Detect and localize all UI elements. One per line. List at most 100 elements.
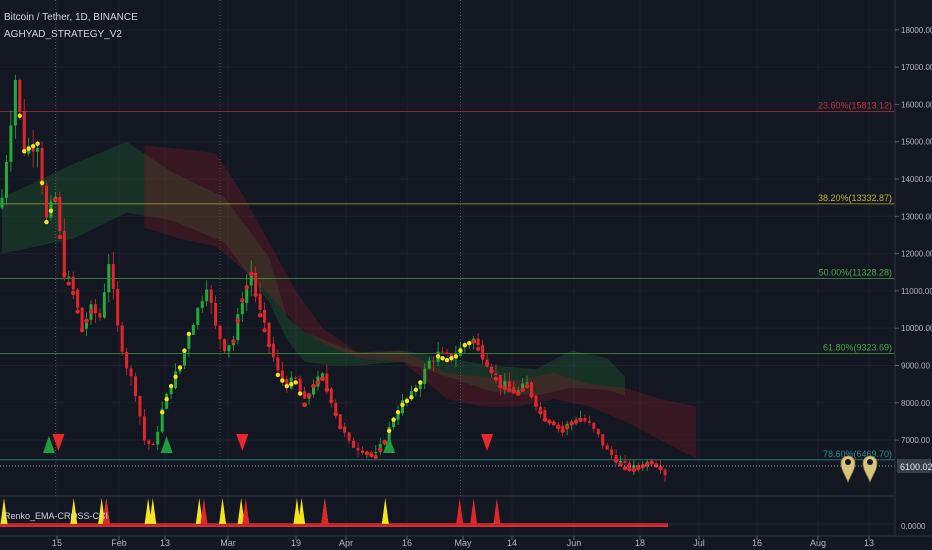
candle-body bbox=[592, 422, 596, 429]
candle-body bbox=[481, 345, 485, 360]
pin-icon[interactable] bbox=[840, 455, 856, 484]
candle-body bbox=[503, 381, 507, 388]
candle-body bbox=[223, 339, 226, 352]
red-signal-dot bbox=[533, 402, 539, 407]
candle-body bbox=[263, 309, 267, 323]
price-tick-label: 18000.00 bbox=[901, 26, 932, 35]
candle-body bbox=[62, 231, 66, 278]
candle-body bbox=[320, 373, 324, 377]
candle-body bbox=[182, 348, 186, 366]
red-signal-dot bbox=[493, 376, 499, 381]
candle-body bbox=[227, 345, 231, 352]
candle-body bbox=[236, 314, 240, 341]
yellow-signal-dot bbox=[458, 348, 463, 353]
red-signal-dot bbox=[560, 428, 565, 434]
candle-body bbox=[334, 402, 338, 415]
candle-body bbox=[521, 383, 525, 391]
red-signal-dot bbox=[524, 383, 530, 389]
candle-body bbox=[343, 426, 347, 433]
candle-body bbox=[538, 406, 542, 410]
red-signal-dot bbox=[653, 463, 659, 468]
red-signal-dot bbox=[622, 465, 628, 471]
candle-body bbox=[632, 465, 636, 470]
candle-body bbox=[80, 307, 84, 329]
price-axis[interactable]: 18000.00 17000.00 16000.00 15000.00 14000.00… bbox=[895, 26, 932, 531]
red-signal-dot bbox=[311, 383, 316, 389]
yellow-signal-dot bbox=[280, 378, 285, 383]
indicator-pane bbox=[0, 498, 895, 527]
pin-hole bbox=[867, 459, 873, 465]
red-signal-dot bbox=[489, 369, 494, 374]
red-signal-dot bbox=[658, 465, 663, 471]
candle-body bbox=[494, 373, 498, 376]
time-tick-label: 15 bbox=[52, 538, 62, 548]
candle-body bbox=[129, 368, 133, 377]
pin-shape bbox=[840, 455, 856, 484]
candle-body bbox=[40, 148, 44, 186]
candle-body bbox=[196, 308, 200, 325]
yellow-signal-dot bbox=[391, 417, 396, 422]
buy-triangle bbox=[42, 436, 55, 453]
candle-body bbox=[476, 338, 480, 346]
yellow-signal-dot bbox=[275, 372, 281, 378]
red-signal-dot bbox=[538, 410, 543, 415]
red-signal-dot bbox=[484, 361, 490, 366]
red-signal-dot bbox=[324, 387, 330, 393]
candle-body bbox=[0, 197, 4, 208]
yellow-signal-dot bbox=[440, 355, 445, 361]
candle-body bbox=[356, 447, 360, 451]
pin-icon[interactable] bbox=[862, 455, 878, 484]
yellow-spike bbox=[237, 498, 245, 524]
price-tick-label: 17000.00 bbox=[901, 63, 932, 72]
red-signal-dot bbox=[266, 342, 272, 348]
candle-body bbox=[45, 185, 48, 218]
candle-body bbox=[249, 272, 253, 286]
red-signal-dot bbox=[645, 462, 650, 467]
pins[interactable] bbox=[840, 455, 878, 484]
red-signal-dot bbox=[471, 339, 476, 344]
candle-body bbox=[338, 414, 342, 427]
red-signal-dot bbox=[373, 454, 378, 460]
red-signal-dot bbox=[551, 421, 556, 426]
candle-body bbox=[271, 343, 275, 358]
time-tick-label: 18 bbox=[635, 538, 645, 548]
sell-triangle bbox=[236, 434, 249, 451]
red-spike bbox=[493, 498, 501, 524]
candle-body bbox=[120, 325, 124, 352]
red-signal-dot bbox=[249, 272, 254, 277]
time-tick-label: 13 bbox=[160, 538, 170, 548]
red-signal-dot bbox=[631, 467, 637, 473]
candle-body bbox=[218, 325, 222, 340]
yellow-signal-dot bbox=[413, 387, 419, 393]
time-axis[interactable]: 15 Feb 13 Mar 19 Apr 16 May 14 Jun 18 Jul 16 Aug 13 bbox=[52, 536, 874, 548]
price-tick-label: 9000.00 bbox=[901, 361, 930, 370]
pin-hole bbox=[845, 459, 851, 465]
price-tick-label: 10000.00 bbox=[901, 324, 932, 333]
last-price-tag bbox=[897, 459, 931, 473]
candle-body bbox=[610, 449, 614, 455]
candle-body bbox=[187, 334, 191, 349]
red-signal-dot bbox=[627, 466, 632, 472]
red-signal-dot bbox=[498, 383, 503, 389]
red-signal-dot bbox=[253, 292, 258, 297]
candle-body bbox=[596, 428, 600, 435]
red-signal-dot bbox=[235, 318, 241, 324]
candle-body bbox=[347, 432, 351, 441]
yellow-signal-dot bbox=[435, 354, 441, 359]
fib-label: 50.00%(11328.28) bbox=[819, 268, 892, 278]
yellow-signal-dot bbox=[453, 354, 459, 359]
yellow-signal-dot bbox=[164, 396, 169, 402]
red-signal-dot bbox=[618, 462, 623, 467]
candle-body bbox=[276, 357, 280, 371]
fib-label: 23.60%(15813.12) bbox=[818, 100, 892, 110]
candle-body bbox=[360, 450, 364, 453]
candle-body bbox=[663, 469, 667, 476]
candle-body bbox=[174, 371, 178, 389]
indicator-title: Renko_EMA-CROSS-CCI bbox=[4, 511, 108, 521]
candle-body bbox=[516, 390, 520, 392]
candle-body bbox=[22, 110, 26, 154]
candle-body bbox=[116, 288, 120, 326]
candle-body bbox=[507, 381, 511, 388]
candle-body bbox=[387, 427, 391, 444]
